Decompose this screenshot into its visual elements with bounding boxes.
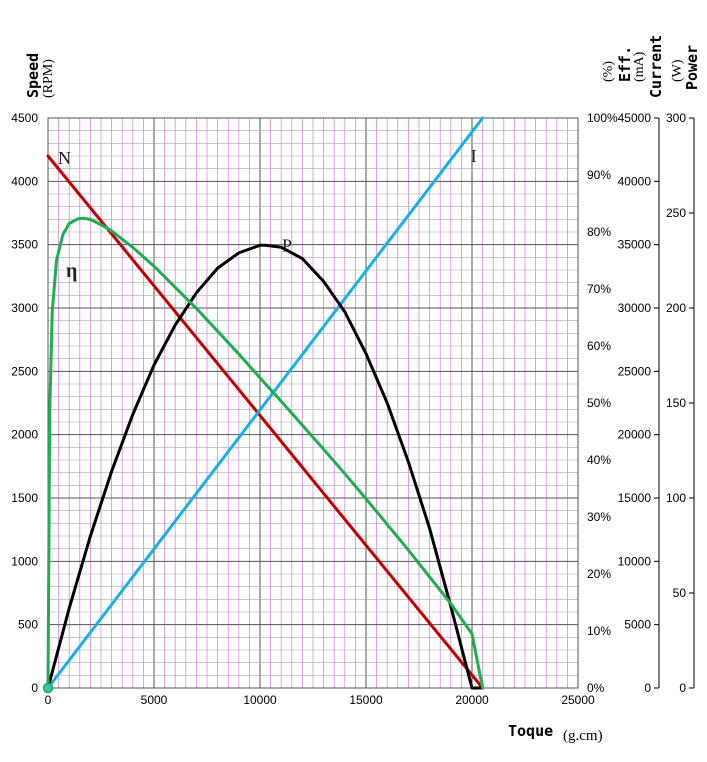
current-tick-label: 40000 [618, 174, 652, 188]
current-tick-label: 35000 [618, 238, 652, 252]
speed-tick-label: 3000 [11, 301, 38, 315]
efficiency-tick-label: 100% [587, 111, 618, 125]
speed-tick-label: 1500 [11, 491, 38, 505]
series-label-i: I [471, 146, 477, 166]
power-tick-label: 50 [673, 586, 687, 600]
series-label-p: P [282, 235, 292, 255]
speed-tick-label: 500 [18, 618, 38, 632]
efficiency-tick-label: 20% [587, 567, 611, 581]
power-tick-label: 100 [666, 491, 686, 505]
efficiency-tick-label: 30% [587, 510, 611, 524]
power-tick-label: 250 [666, 206, 686, 220]
current-axis-title: Current [647, 35, 665, 98]
chart-axes [654, 117, 695, 689]
current-tick-label: 10000 [618, 554, 652, 568]
efficiency-tick-label: 90% [587, 168, 611, 182]
speed-tick-label: 4500 [11, 111, 38, 125]
efficiency-tick-label: 60% [587, 339, 611, 353]
series-label-n: N [58, 148, 71, 168]
power-tick-label: 0 [679, 681, 686, 695]
x-tick-label: 15000 [349, 693, 383, 707]
x-tick-label: 20000 [455, 693, 489, 707]
chart-grid [47, 117, 579, 689]
current-tick-label: 5000 [624, 618, 651, 632]
x-tick-label: 25000 [561, 693, 595, 707]
speed-axis-title: Speed [24, 53, 42, 98]
series-line-n [46, 154, 485, 690]
plot-frame [47, 117, 579, 689]
speed-axis-unit: (RPM) [41, 59, 56, 98]
x-tick-label: 10000 [243, 693, 277, 707]
power-axis-title: Power [683, 45, 701, 90]
series-label-eta: η [66, 260, 77, 282]
chart-series [42, 116, 485, 694]
origin-point [42, 682, 54, 694]
efficiency-tick-label: 50% [587, 396, 611, 410]
power-tick-label: 300 [666, 111, 686, 125]
efficiency-tick-label: 40% [587, 453, 611, 467]
efficiency-tick-label: 0% [587, 681, 605, 695]
efficiency-tick-label: 10% [587, 624, 611, 638]
chart-text: 0 5000 10000 15000 20000 25000050010001500200… [11, 35, 701, 744]
speed-tick-label: 4000 [11, 174, 38, 188]
current-tick-label: 45000 [618, 111, 652, 125]
series-line-p [46, 243, 485, 690]
power-axis-unit: (W) [670, 59, 685, 82]
efficiency-tick-label: 80% [587, 225, 611, 239]
current-tick-label: 25000 [618, 364, 652, 378]
speed-tick-label: 3500 [11, 238, 38, 252]
x-axis-unit: (g.cm) [563, 728, 603, 744]
efficiency-axis-unit: (%) [601, 61, 616, 82]
current-tick-label: 0 [644, 681, 651, 695]
speed-tick-label: 0 [31, 681, 38, 695]
x-tick-label: 0 [45, 693, 52, 707]
current-tick-label: 20000 [618, 428, 652, 442]
x-axis-title: Toque [508, 722, 553, 740]
current-tick-label: 15000 [618, 491, 652, 505]
series-line-i [46, 116, 485, 690]
power-tick-label: 150 [666, 396, 686, 410]
speed-tick-label: 2500 [11, 364, 38, 378]
speed-tick-label: 1000 [11, 554, 38, 568]
power-tick-label: 200 [666, 301, 686, 315]
efficiency-axis-title: Eff. [616, 46, 634, 82]
speed-tick-label: 2000 [11, 428, 38, 442]
series-line-eta [46, 216, 485, 690]
efficiency-tick-label: 70% [587, 282, 611, 296]
current-axis-unit: (mA) [632, 51, 647, 82]
x-tick-label: 5000 [141, 693, 168, 707]
current-tick-label: 30000 [618, 301, 652, 315]
